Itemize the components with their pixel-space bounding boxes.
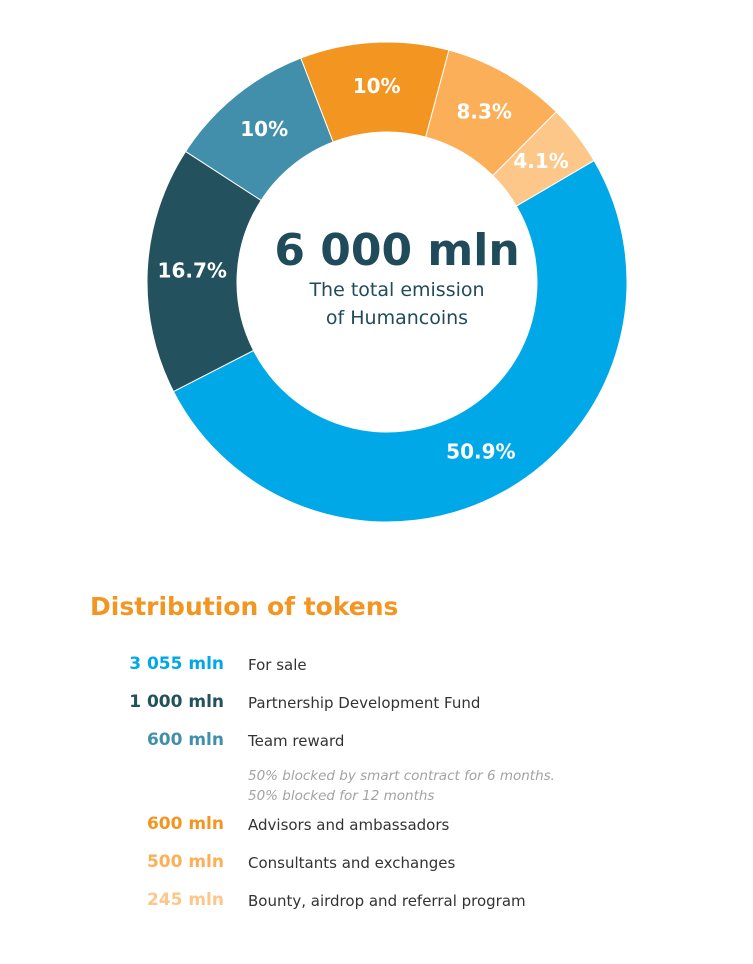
slice-label-team-reward: 10%: [240, 117, 288, 141]
distribution-heading: Distribution of tokens: [90, 592, 399, 621]
slice-label-partnership-development-fund: 16.7%: [158, 259, 227, 283]
team-reward-note-line-1: 50% blocked by smart contract for 6 mont…: [248, 768, 555, 784]
total-emission-caption-line-2: of Humancoins: [326, 307, 468, 329]
legend-amount: 3 055 mln: [129, 654, 224, 674]
legend-label: For sale: [248, 656, 307, 674]
legend-row-consultants: 500 mln Consultants and exchanges: [0, 848, 753, 886]
legend-label: Bounty, airdrop and referral program: [248, 892, 526, 910]
legend-row-advisors: 600 mln Advisors and ambassadors: [0, 810, 753, 848]
legend-row-partnership: 1 000 mln Partnership Development Fund: [0, 688, 753, 726]
donut-slices: [146, 41, 628, 523]
legend-amount: 600 mln: [146, 730, 224, 750]
legend-amount: 245 mln: [146, 890, 224, 910]
legend-label: Advisors and ambassadors: [248, 816, 450, 834]
team-reward-note-line-2: 50% blocked for 12 months: [248, 788, 435, 804]
total-emission-value: 6 000 mln: [274, 225, 519, 276]
legend-label: Team reward: [248, 732, 345, 750]
legend-amount: 1 000 mln: [129, 692, 224, 712]
legend-amount: 600 mln: [146, 814, 224, 834]
legend-row-bounty: 245 mln Bounty, airdrop and referral pro…: [0, 886, 753, 924]
legend-label: Consultants and exchanges: [248, 854, 456, 872]
slice-label-consultants-and-exchanges: 8.3%: [456, 99, 511, 123]
slice-label-advisors-and-ambassadors: 10%: [353, 74, 401, 98]
team-reward-note: 50% blocked by smart contract for 6 mont…: [248, 766, 668, 806]
legend-row-team-reward: 600 mln Team reward 50% blocked by smart…: [0, 726, 753, 810]
legend-amount: 500 mln: [146, 852, 224, 872]
slice-label-for-sale: 50.9%: [446, 439, 515, 463]
legend-row-for-sale: 3 055 mln For sale: [0, 650, 753, 688]
slice-bounty-airdrop-and-referral-program: [492, 111, 595, 207]
slice-for-sale: [172, 159, 628, 523]
total-emission-caption-line-1: The total emission: [308, 279, 484, 301]
slice-label-bounty-airdrop-and-referral-program: 4.1%: [513, 149, 568, 173]
distribution-legend: 3 055 mln For sale 1 000 mln Partnership…: [0, 650, 753, 924]
donut-slice-labels: 50.9% 16.7% 10% 10% 8.3% 4.1%: [158, 74, 569, 464]
donut-chart: 50.9% 16.7% 10% 10% 8.3% 4.1% 6 000 mln The t…: [146, 41, 628, 523]
legend-label: Partnership Development Fund: [248, 694, 481, 712]
